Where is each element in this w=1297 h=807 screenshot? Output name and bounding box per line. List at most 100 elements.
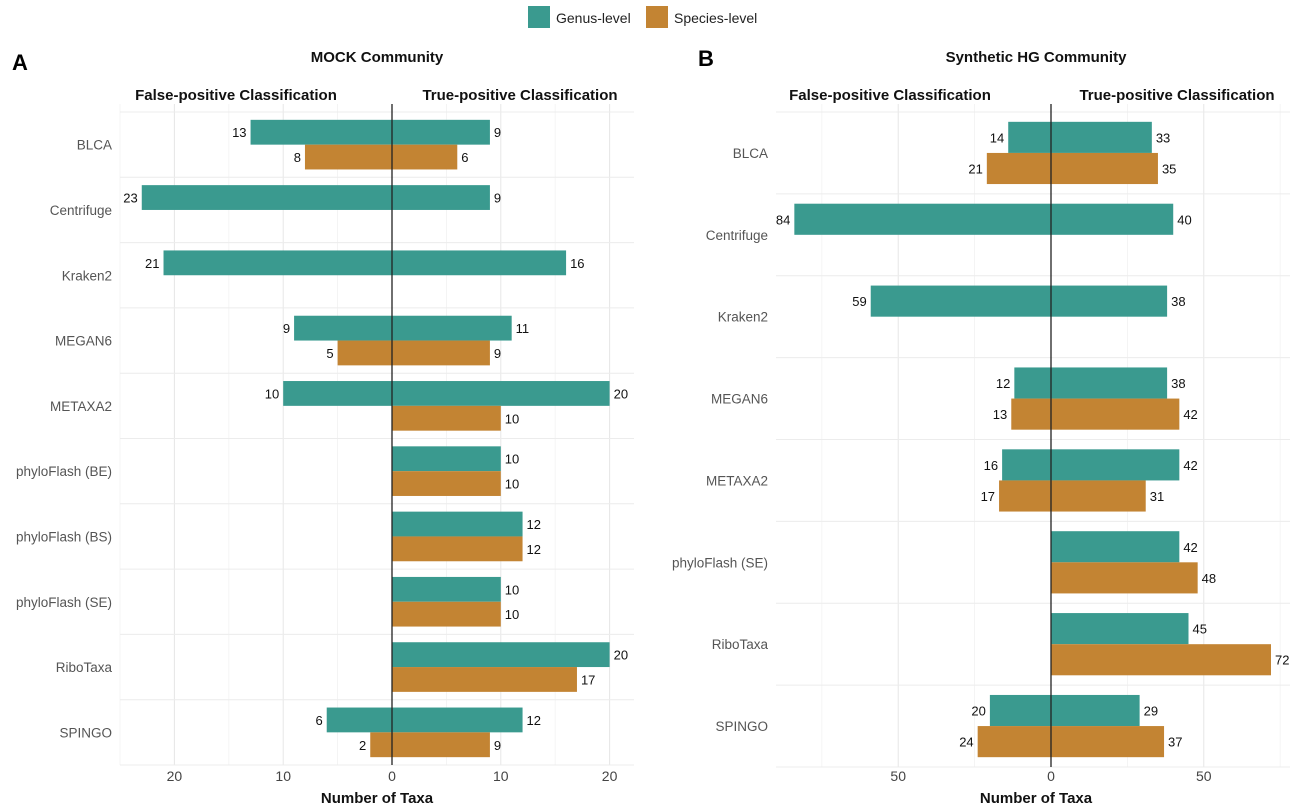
bar-genus-false-positive xyxy=(1002,449,1051,481)
panel-b: 14 33 21 35 BLCA 84 40 Centrifuge 59 38 Kraken2 12 3… xyxy=(672,46,1290,807)
data-label: 72 xyxy=(1275,653,1289,668)
data-label: 42 xyxy=(1183,407,1197,422)
data-label: 12 xyxy=(527,542,541,557)
bar-genus-true-positive xyxy=(392,381,610,406)
data-label: 11 xyxy=(516,321,530,336)
data-label: 14 xyxy=(990,130,1004,145)
data-label: 6 xyxy=(315,713,322,728)
legend-swatch-species xyxy=(646,6,668,28)
data-label: 48 xyxy=(1202,571,1216,586)
bar-species-true-positive xyxy=(392,601,501,627)
category-label: RiboTaxa xyxy=(712,637,769,652)
bar-genus-true-positive xyxy=(392,185,490,210)
bar-genus-false-positive xyxy=(1014,367,1051,399)
data-label: 6 xyxy=(461,150,468,165)
bar-genus-false-positive xyxy=(294,315,392,341)
category-label: MEGAN6 xyxy=(55,334,112,349)
data-label: 17 xyxy=(581,672,595,687)
bar-genus-false-positive xyxy=(870,285,1051,317)
bar-species-true-positive xyxy=(392,667,577,692)
legend-swatch-genus xyxy=(528,6,550,28)
category-label: phyloFlash (BE) xyxy=(16,464,112,479)
data-label: 20 xyxy=(971,704,985,719)
true-positive-header: True-positive Classification xyxy=(1079,87,1274,104)
data-label: 10 xyxy=(505,477,519,492)
bar-species-true-positive xyxy=(1051,480,1146,512)
data-label: 9 xyxy=(283,321,290,336)
x-tick-label: 0 xyxy=(388,768,396,784)
data-label: 23 xyxy=(123,191,137,206)
category-label: SPINGO xyxy=(59,725,112,740)
data-label: 9 xyxy=(494,738,501,753)
bar-genus-false-positive xyxy=(283,381,392,406)
data-label: 5 xyxy=(326,346,333,361)
category-label: BLCA xyxy=(77,138,112,153)
data-label: 13 xyxy=(993,407,1007,422)
x-tick-label: 50 xyxy=(890,768,906,784)
bar-species-true-positive xyxy=(392,405,501,431)
bar-species-true-positive xyxy=(392,732,490,758)
data-label: 20 xyxy=(614,648,628,663)
bar-genus-true-positive xyxy=(1051,121,1152,153)
data-label: 12 xyxy=(527,517,541,532)
data-label: 33 xyxy=(1156,130,1170,145)
category-label: RiboTaxa xyxy=(56,660,113,675)
bar-genus-false-positive xyxy=(989,694,1051,727)
data-label: 10 xyxy=(505,582,519,597)
panel-label: A xyxy=(12,50,28,75)
data-label: 12 xyxy=(527,713,541,728)
bar-species-true-positive xyxy=(1051,398,1180,430)
bar-species-true-positive xyxy=(392,340,490,366)
false-positive-header: False-positive Classification xyxy=(789,87,991,104)
bar-genus-true-positive xyxy=(392,707,523,733)
bar-species-true-positive xyxy=(392,144,458,170)
bar-genus-true-positive xyxy=(392,511,523,537)
category-label: phyloFlash (SE) xyxy=(672,555,768,570)
data-label: 21 xyxy=(145,256,159,271)
data-label: 16 xyxy=(984,458,998,473)
data-label: 10 xyxy=(265,386,279,401)
bar-genus-true-positive xyxy=(1051,694,1140,727)
category-label: phyloFlash (BS) xyxy=(16,529,112,544)
data-label: 24 xyxy=(959,735,973,750)
bar-species-false-positive xyxy=(304,144,392,170)
bar-species-false-positive xyxy=(370,732,392,758)
bar-species-true-positive xyxy=(1051,726,1165,758)
data-label: 9 xyxy=(494,191,501,206)
x-tick-label: 20 xyxy=(167,768,183,784)
data-label: 9 xyxy=(494,125,501,140)
bar-genus-false-positive xyxy=(794,203,1051,235)
bar-genus-true-positive xyxy=(1051,203,1174,235)
bar-species-false-positive xyxy=(337,340,392,366)
x-tick-label: 10 xyxy=(493,768,509,784)
bar-genus-true-positive xyxy=(392,446,501,472)
data-label: 31 xyxy=(1150,489,1164,504)
bar-genus-false-positive xyxy=(141,185,392,210)
bar-species-false-positive xyxy=(1011,398,1051,430)
data-label: 10 xyxy=(505,411,519,426)
category-label: BLCA xyxy=(733,146,768,161)
x-tick-label: 10 xyxy=(275,768,291,784)
x-axis-label: Number of Taxa xyxy=(980,790,1093,807)
panel-title: MOCK Community xyxy=(311,49,444,66)
bar-species-true-positive xyxy=(1051,152,1158,185)
bar-genus-true-positive xyxy=(392,315,512,341)
data-label: 8 xyxy=(294,150,301,165)
bar-genus-true-positive xyxy=(392,119,490,145)
bar-genus-true-positive xyxy=(392,576,501,602)
panel-title: Synthetic HG Community xyxy=(946,49,1128,66)
bar-genus-true-positive xyxy=(392,642,610,668)
bar-genus-false-positive xyxy=(250,119,392,145)
bar-genus-true-positive xyxy=(392,250,567,276)
category-label: Kraken2 xyxy=(62,268,112,283)
data-label: 10 xyxy=(505,607,519,622)
bar-species-true-positive xyxy=(1051,644,1271,676)
category-label: Centrifuge xyxy=(706,228,768,243)
category-label: MEGAN6 xyxy=(711,392,768,407)
x-tick-label: 50 xyxy=(1196,768,1212,784)
bar-genus-false-positive xyxy=(163,250,392,276)
category-label: METAXA2 xyxy=(706,473,768,488)
panel-a: 13 9 8 6 BLCA 23 9 Centrifuge 21 16 Kraken2 9 11 5 9 ME… xyxy=(12,49,634,807)
data-label: 16 xyxy=(570,256,584,271)
data-label: 21 xyxy=(968,161,982,176)
